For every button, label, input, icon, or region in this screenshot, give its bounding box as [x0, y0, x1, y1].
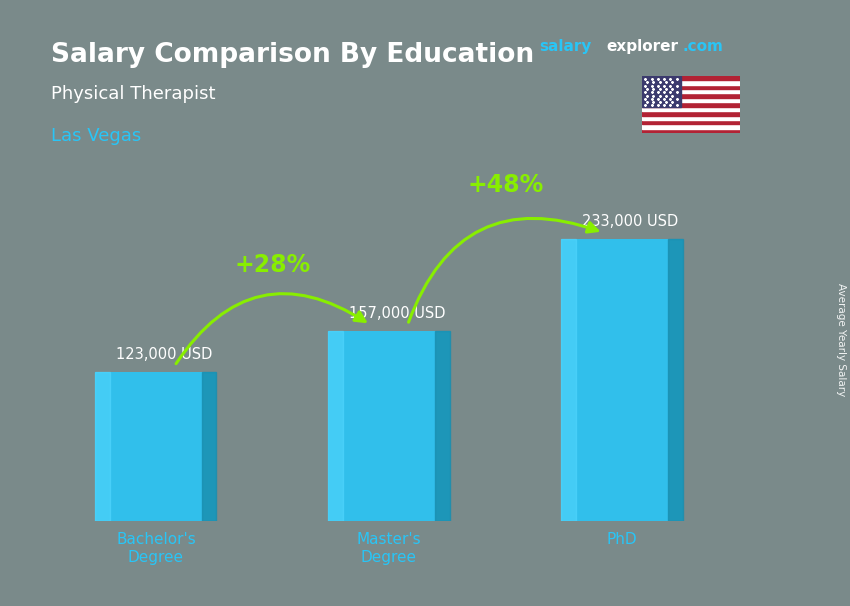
Text: Physical Therapist: Physical Therapist	[51, 85, 216, 103]
Bar	[642, 80, 740, 85]
Bar	[202, 372, 217, 521]
Text: Las Vegas: Las Vegas	[51, 127, 141, 145]
Bar	[642, 129, 740, 133]
Text: 157,000 USD: 157,000 USD	[349, 306, 445, 321]
Bar	[642, 124, 740, 129]
Bar	[435, 331, 450, 521]
Bar	[642, 76, 740, 80]
Text: Average Yearly Salary: Average Yearly Salary	[836, 283, 846, 396]
Bar	[561, 239, 576, 521]
Bar	[642, 116, 740, 120]
Bar	[642, 102, 740, 107]
Bar	[642, 120, 740, 124]
Bar	[95, 372, 217, 521]
Text: +28%: +28%	[235, 253, 310, 278]
Text: 233,000 USD: 233,000 USD	[582, 214, 678, 229]
Bar	[642, 98, 740, 102]
Bar	[642, 89, 740, 93]
Bar	[642, 107, 740, 111]
Text: salary: salary	[540, 39, 592, 55]
Bar	[642, 76, 681, 107]
Bar	[642, 85, 740, 89]
Bar	[668, 239, 683, 521]
Text: +48%: +48%	[468, 173, 544, 198]
Bar	[328, 331, 343, 521]
Text: Salary Comparison By Education: Salary Comparison By Education	[51, 42, 534, 68]
Bar	[561, 239, 683, 521]
Bar	[328, 331, 450, 521]
Bar	[642, 111, 740, 116]
Bar	[95, 372, 110, 521]
Bar	[642, 93, 740, 98]
Text: 123,000 USD: 123,000 USD	[116, 347, 212, 362]
Text: .com: .com	[683, 39, 723, 55]
Text: explorer: explorer	[606, 39, 678, 55]
